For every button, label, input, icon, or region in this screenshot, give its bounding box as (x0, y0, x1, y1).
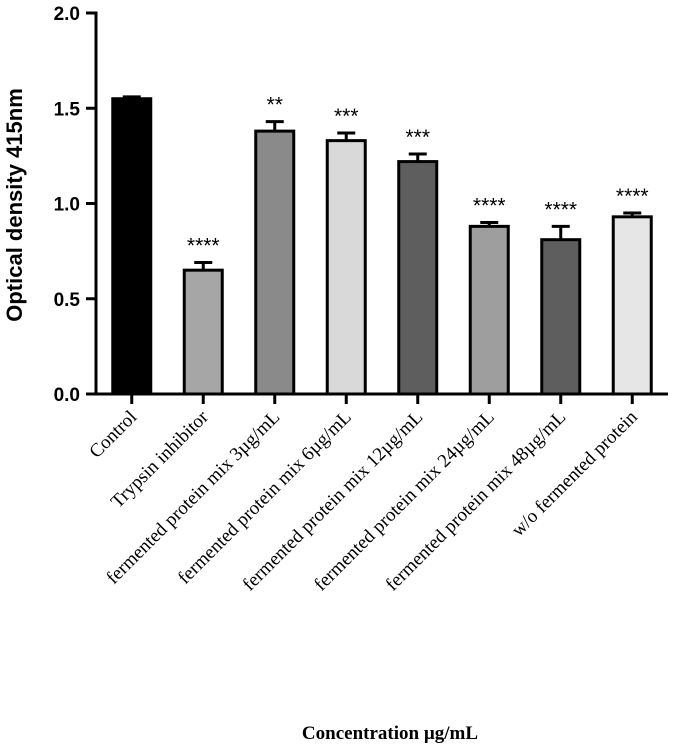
significance-label: **** (616, 185, 649, 208)
significance-label: **** (544, 198, 577, 221)
significance-label: *** (405, 126, 430, 149)
y-tick-label: 2.0 (54, 4, 80, 25)
bar (397, 160, 439, 396)
x-tick-label: Control (85, 407, 141, 463)
significance-label: ** (267, 94, 283, 117)
y-tick-label: 1.5 (54, 99, 81, 120)
y-tick-label: 1.0 (54, 195, 80, 216)
y-tick-label: 0.0 (54, 385, 80, 406)
significance-label: **** (187, 235, 220, 258)
bar (111, 97, 153, 396)
bar (182, 268, 224, 396)
x-tick-label: w/o fermented protein (508, 406, 643, 541)
bar (540, 238, 582, 396)
x-axis (94, 392, 668, 404)
bar (468, 224, 510, 396)
significance-label: *** (334, 105, 359, 128)
bar (611, 215, 653, 396)
y-axis-label: Optical density 415nm (2, 88, 27, 322)
bar (254, 129, 296, 396)
bars: ****** ********** ******** (111, 94, 653, 396)
y-axis: 0.0 0.5 1.0 1.5 2.0 (54, 4, 98, 406)
significance-label: **** (473, 195, 506, 218)
bar (325, 139, 367, 396)
x-axis-label: Concentration µg/mL (302, 723, 478, 744)
y-tick-label: 0.5 (54, 290, 81, 311)
